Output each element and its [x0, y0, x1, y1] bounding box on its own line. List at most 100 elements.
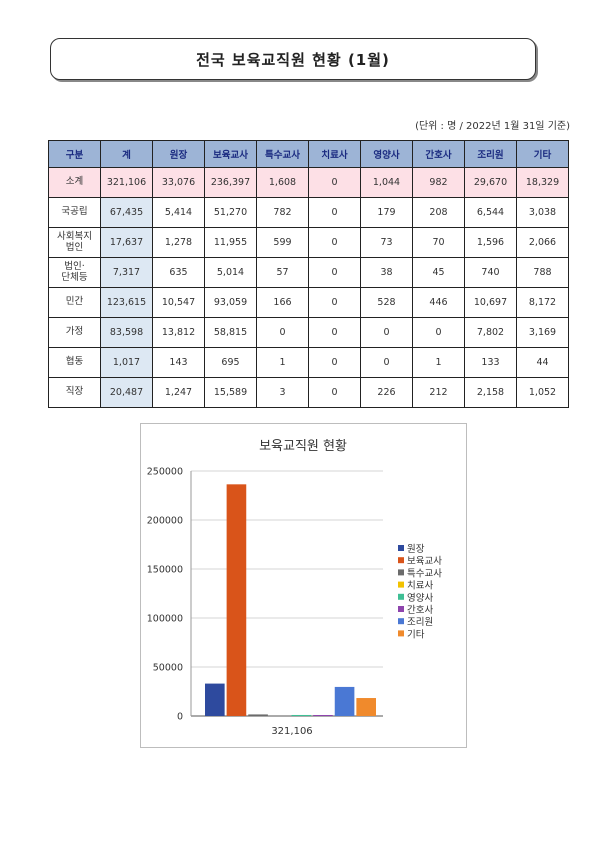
table-row: 직장 20,487 1,247 15,589 3 0 226 212 2,158 1,052	[48, 377, 569, 408]
table-cell: 1,044	[360, 167, 413, 198]
bar-간호사	[313, 715, 333, 716]
table-cell: 236,397	[204, 167, 257, 198]
table-row: 사회복지 법인 17,637 1,278 11,955 599 0 73 70 1,596 2,06…	[48, 227, 569, 258]
table-cell: 0	[412, 317, 465, 348]
y-tick-label: 50000	[153, 663, 183, 674]
table-cell: 0	[360, 317, 413, 348]
table-cell: 166	[256, 287, 309, 318]
table-cell: 635	[152, 257, 205, 288]
row-label: 국공립	[48, 197, 101, 228]
bar-영양사	[291, 714, 312, 716]
table-cell: 57	[256, 257, 309, 288]
table-cell: 45	[412, 257, 465, 288]
unit-note: (단위 : 명 / 2022년 1월 31일 기준)	[415, 121, 570, 132]
legend-swatch	[398, 581, 404, 588]
table-cell: 5,014	[204, 257, 257, 288]
table-cell: 782	[256, 197, 309, 228]
legend-swatch	[398, 569, 404, 576]
table-cell: 0	[308, 257, 361, 288]
table-row: 협동 1,017 143 695 1 0 0 1 133 44	[48, 347, 569, 378]
x-category-label: 321,106	[271, 726, 312, 737]
table-row: 소계 321,106 33,076 236,397 1,608 0 1,044 982 29,6…	[48, 167, 569, 198]
table-cell: 3,169	[516, 317, 569, 348]
table-cell: 1,608	[256, 167, 309, 198]
table-cell: 1,596	[464, 227, 517, 258]
table-cell: 0	[308, 377, 361, 408]
table-cell: 0	[308, 197, 361, 228]
table-cell: 33,076	[152, 167, 205, 198]
title-box: 전국 보육교직원 현황 (1월)	[50, 38, 536, 80]
table-cell: 0	[308, 227, 361, 258]
table-cell: 212	[412, 377, 465, 408]
y-tick-label: 150000	[147, 565, 183, 576]
bar-기타	[356, 698, 376, 716]
total-cell: 20,487	[100, 377, 153, 408]
chart-container: 보육교직원 현황 0 50000 100000 150000 200000 250000 32…	[140, 423, 467, 748]
table-row: 국공립 67,435 5,414 51,270 782 0 179 208 6,544 3,038	[48, 197, 569, 228]
total-cell: 1,017	[100, 347, 153, 378]
table-cell: 2,066	[516, 227, 569, 258]
table-cell: 58,815	[204, 317, 257, 348]
table-cell: 7,802	[464, 317, 517, 348]
table-cell: 695	[204, 347, 257, 378]
legend-label: 기타	[407, 629, 425, 640]
legend-label: 치료사	[407, 580, 433, 592]
legend-swatch	[398, 618, 404, 625]
legend-swatch	[398, 593, 404, 600]
column-header: 원장	[152, 140, 205, 168]
table-cell: 1	[256, 347, 309, 378]
bar-조리원	[334, 686, 355, 716]
table-cell: 0	[360, 347, 413, 378]
table-row: 법인· 단체등 7,317 635 5,014 57 0 38 45 740 788	[48, 257, 569, 288]
table-cell: 1,247	[152, 377, 205, 408]
legend-swatch	[398, 630, 404, 637]
table-cell: 93,059	[204, 287, 257, 318]
y-tick-label: 250000	[147, 467, 183, 478]
table-cell: 0	[308, 167, 361, 198]
table-cell: 0	[308, 317, 361, 348]
table-cell: 6,544	[464, 197, 517, 228]
table-cell: 13,812	[152, 317, 205, 348]
chart-title: 보육교직원 현황	[259, 439, 347, 454]
table-cell: 73	[360, 227, 413, 258]
legend-label: 특수교사	[407, 568, 442, 579]
legend-label: 조리원	[407, 617, 433, 628]
table-cell: 599	[256, 227, 309, 258]
table-cell: 179	[360, 197, 413, 228]
table-cell: 8,172	[516, 287, 569, 318]
table-cell: 44	[516, 347, 569, 378]
document-title: 전국 보육교직원 현황 (1월)	[196, 50, 390, 69]
table-cell: 1	[412, 347, 465, 378]
legend-swatch	[398, 557, 404, 564]
table-cell: 208	[412, 197, 465, 228]
row-label: 소계	[48, 167, 101, 198]
table-cell: 10,547	[152, 287, 205, 318]
table-cell: 11,955	[204, 227, 257, 258]
legend-swatch	[398, 606, 404, 612]
row-label: 사회복지 법인	[48, 227, 101, 258]
row-label: 법인· 단체등	[48, 257, 101, 288]
column-header: 기타	[516, 140, 569, 168]
table-cell: 133	[464, 347, 517, 378]
bar-chart: 보육교직원 현황 0 50000 100000 150000 200000 250000 32…	[147, 439, 442, 737]
table-cell: 982	[412, 167, 465, 198]
table-cell: 18,329	[516, 167, 569, 198]
column-header: 치료사	[308, 140, 361, 168]
bar-보육교사	[226, 484, 247, 716]
table-header-row: 구분 계 원장 보육교사 특수교사 치료사 영양사 간호사 조리원 기타	[48, 140, 569, 168]
table-cell: 0	[308, 347, 361, 378]
table-cell: 15,589	[204, 377, 257, 408]
table-cell: 0	[256, 317, 309, 348]
table-cell: 2,158	[464, 377, 517, 408]
column-header: 구분	[48, 140, 101, 168]
table-cell: 226	[360, 377, 413, 408]
legend-swatch	[398, 545, 404, 551]
row-label: 가정	[48, 317, 101, 348]
table-cell: 29,670	[464, 167, 517, 198]
table-row: 가정 83,598 13,812 58,815 0 0 0 0 7,802 3,169	[48, 317, 569, 348]
table-cell: 3,038	[516, 197, 569, 228]
column-header: 특수교사	[256, 140, 309, 168]
total-cell: 321,106	[100, 167, 153, 198]
total-cell: 17,637	[100, 227, 153, 258]
column-header: 영양사	[360, 140, 413, 168]
